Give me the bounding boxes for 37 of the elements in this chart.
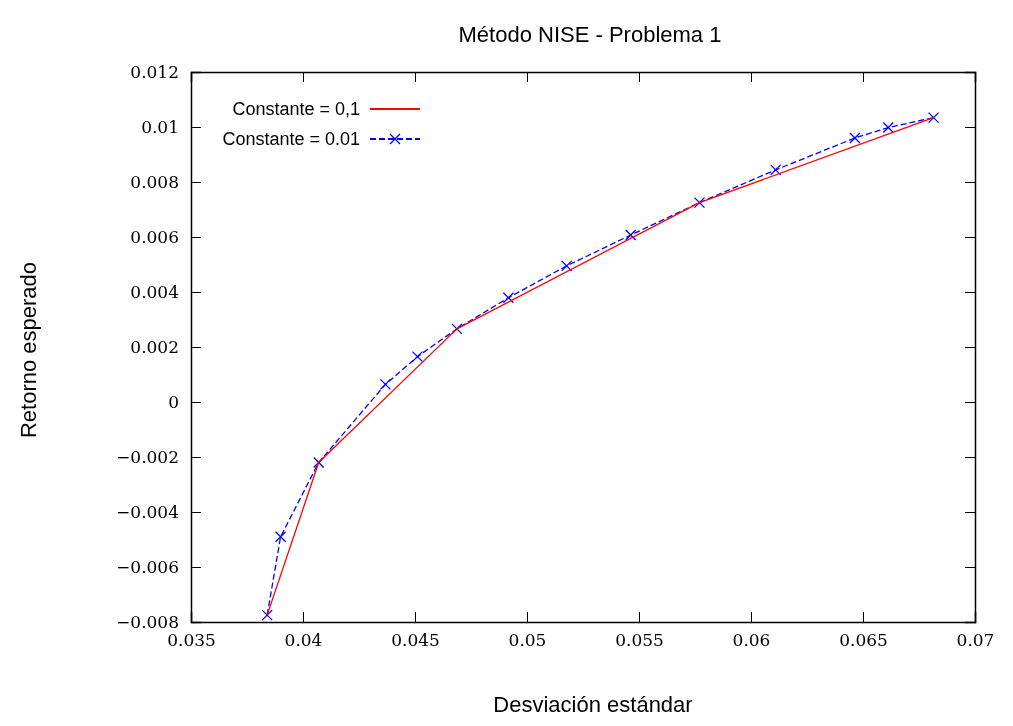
point [927,112,940,124]
y-tick-label: −0.006 [116,556,179,577]
x-tick-label: 0.065 [839,630,888,651]
point [625,229,637,241]
y-tick-label: 0.002 [130,336,179,357]
point [274,531,287,543]
y-tick-label: 0.01 [141,116,179,137]
y-tick-label: 0.012 [130,61,179,82]
point [693,196,706,209]
chart-title: Método NISE - Problema 1 [458,22,722,47]
point [502,292,515,304]
y-tick-label: 0.006 [130,226,179,247]
point [769,164,782,176]
y-tick-label: −0.004 [116,501,179,522]
y-tick-label: −0.002 [116,446,179,467]
x-tick-label: 0.055 [615,630,664,651]
y-tick-label: 0 [168,391,179,412]
point [313,456,325,469]
y-axis-title: Retorno esperado [16,261,41,439]
x-tick-label: 0.05 [508,630,547,651]
x-tick-label: 0.045 [391,630,440,651]
legend-label: Constante = 0,1 [232,99,360,119]
x-tick-label: 0.06 [732,630,771,651]
point [882,121,894,134]
x-tick-label: 0.04 [284,630,323,651]
point [561,260,573,272]
legend-label: Constante = 0.01 [222,129,360,149]
point [379,378,392,391]
y-tick-label: −0.008 [116,611,179,632]
x-tick-label: 0.035 [167,630,216,651]
y-tick-label: 0.004 [130,281,179,302]
x-tick-label: 0.07 [956,630,995,651]
x-axis-title: Desviación estándar [493,692,693,717]
y-tick-label: 0.008 [130,171,179,192]
point [849,132,861,144]
point [411,350,424,363]
point [261,609,273,621]
